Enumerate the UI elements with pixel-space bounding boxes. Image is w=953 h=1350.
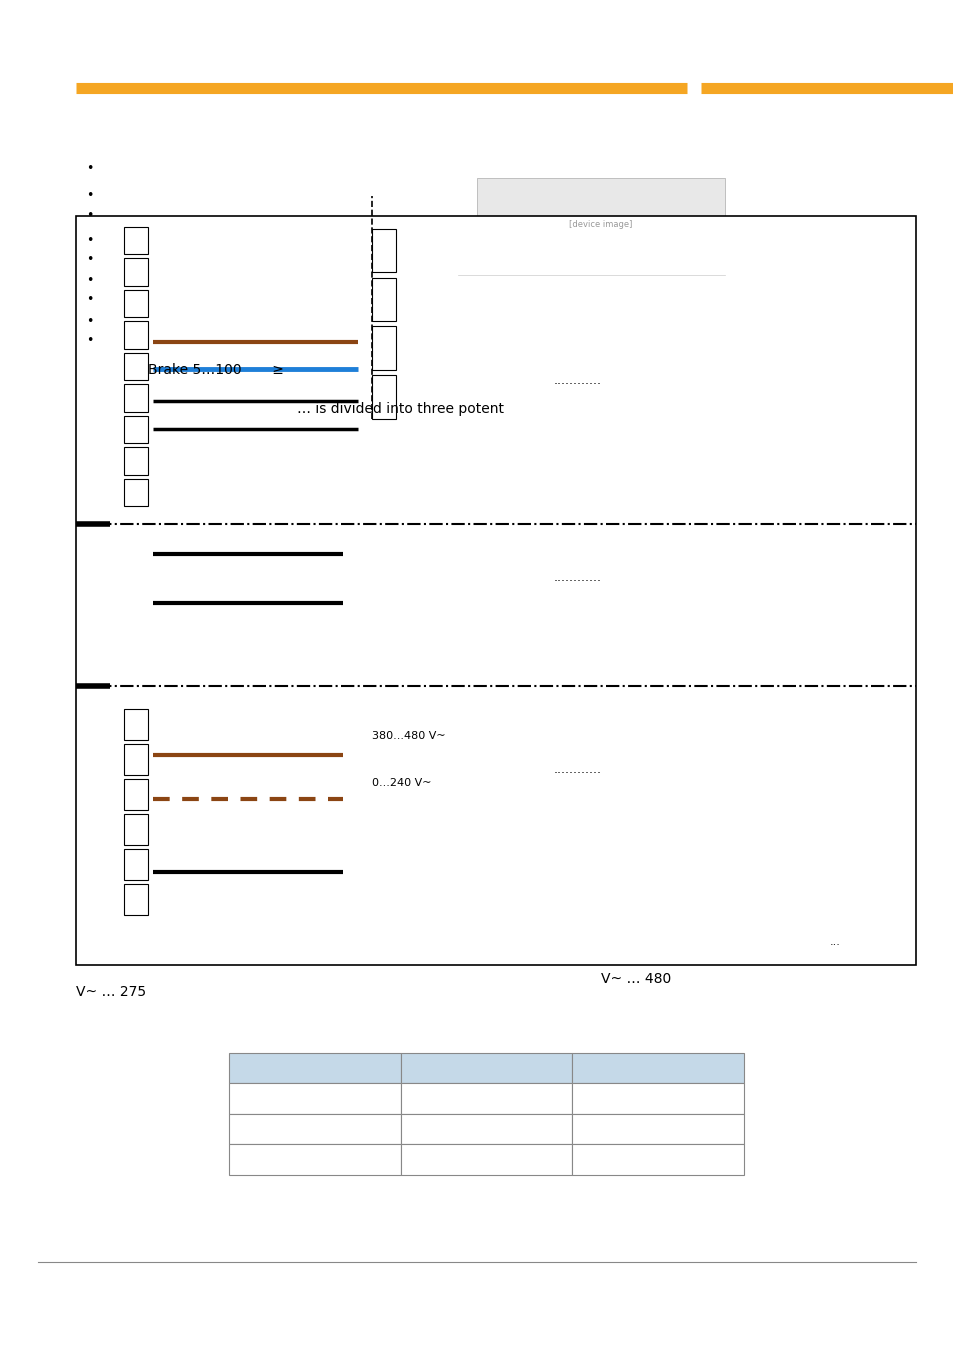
Text: … is divided into three potent: … is divided into three potent	[297, 402, 503, 416]
Bar	[124, 416, 148, 443]
Bar	[229, 1114, 400, 1145]
Text: •: •	[86, 274, 93, 288]
Text: •: •	[86, 315, 93, 328]
Bar	[572, 1053, 743, 1083]
Text: ............: ............	[553, 571, 600, 585]
Bar	[372, 278, 395, 321]
Bar	[124, 478, 148, 506]
Bar	[124, 884, 148, 915]
Bar	[124, 289, 148, 317]
Text: [device image]: [device image]	[569, 220, 632, 228]
Bar	[124, 779, 148, 810]
Bar	[372, 375, 395, 418]
Bar	[572, 1083, 743, 1114]
Bar	[400, 1145, 572, 1174]
Bar	[124, 849, 148, 880]
Bar	[476, 178, 724, 270]
Text: •: •	[86, 234, 93, 247]
Bar	[76, 216, 915, 965]
Bar	[372, 228, 395, 271]
Text: •: •	[86, 293, 93, 306]
Bar	[124, 744, 148, 775]
Text: Brake 5…100       ≥: Brake 5…100 ≥	[148, 363, 283, 377]
Text: V~ … 275: V~ … 275	[76, 986, 147, 999]
Bar	[124, 227, 148, 254]
Bar	[124, 709, 148, 740]
Bar	[400, 1053, 572, 1083]
Text: •: •	[86, 162, 93, 176]
Bar	[572, 1145, 743, 1174]
Text: •: •	[86, 209, 93, 223]
Bar	[229, 1053, 400, 1083]
Text: •: •	[86, 189, 93, 202]
Text: V~ … 480: V~ … 480	[600, 972, 671, 986]
Bar	[372, 327, 395, 370]
Text: •: •	[86, 252, 93, 266]
Text: ............: ............	[553, 763, 600, 776]
Bar	[124, 258, 148, 286]
Text: •: •	[86, 333, 93, 347]
Bar	[124, 814, 148, 845]
Bar	[572, 1114, 743, 1145]
Text: 0...240 V~: 0...240 V~	[372, 778, 431, 788]
Bar	[229, 1145, 400, 1174]
Bar	[124, 321, 148, 348]
Text: ...: ...	[829, 937, 840, 948]
Text: ............: ............	[553, 374, 600, 387]
Bar	[124, 383, 148, 412]
Text: 380...480 V~: 380...480 V~	[372, 730, 445, 741]
Bar	[124, 352, 148, 381]
Bar	[124, 447, 148, 475]
Bar	[400, 1114, 572, 1145]
Bar	[229, 1083, 400, 1114]
Bar	[400, 1083, 572, 1114]
